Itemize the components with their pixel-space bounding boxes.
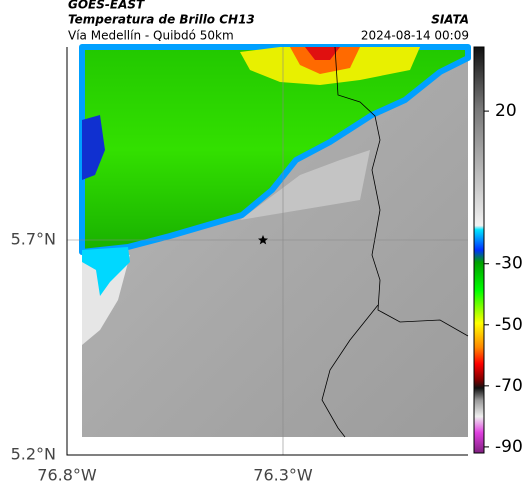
source: SIATA bbox=[431, 13, 469, 27]
colorbar-tick-label: -50 bbox=[495, 315, 523, 335]
subtitle: Temperatura de Brillo CH13 bbox=[68, 13, 255, 27]
colorbar: 20 -30 -50 -70 -90 bbox=[473, 46, 523, 457]
colorbar-tick-label: -90 bbox=[495, 437, 523, 457]
title: GOES-EAST bbox=[68, 0, 145, 12]
lat-label: 5.2°N bbox=[11, 445, 56, 464]
location: Vía Medellín - Quibdó 50km bbox=[68, 29, 234, 43]
lon-label: 76.3°W bbox=[253, 466, 313, 485]
map-frame bbox=[66, 47, 468, 456]
datetime: 2024-08-14 00:09 bbox=[361, 29, 469, 43]
colorbar-tick-label: -70 bbox=[495, 376, 523, 396]
location-marker bbox=[258, 235, 268, 245]
lon-label: 76.8°W bbox=[37, 466, 97, 485]
colorbar-tick-label: -30 bbox=[495, 254, 523, 274]
satellite-image bbox=[79, 44, 471, 438]
colorbar-tick-label: 20 bbox=[495, 101, 517, 121]
lat-label: 5.7°N bbox=[11, 230, 56, 249]
